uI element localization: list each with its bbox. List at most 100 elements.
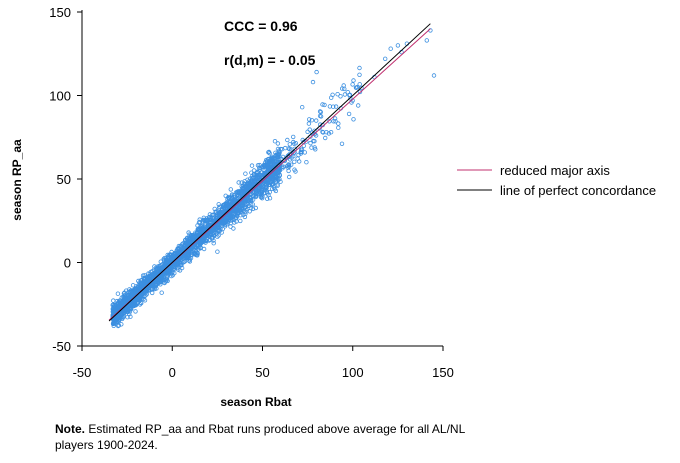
data-point (289, 147, 294, 152)
data-point (357, 65, 362, 71)
data-point (142, 298, 148, 303)
data-point (172, 252, 177, 257)
data-point (211, 225, 216, 231)
data-point (333, 119, 338, 124)
data-point (175, 261, 180, 267)
x-tick-label: 50 (255, 365, 269, 380)
data-point (336, 121, 341, 126)
note-label: Note. (55, 422, 85, 436)
data-point (159, 290, 164, 295)
data-point (272, 159, 278, 164)
data-point (258, 190, 263, 195)
y-tick-label: 50 (57, 172, 71, 187)
data-point (255, 170, 260, 175)
data-point (163, 259, 168, 264)
data-point (214, 231, 219, 236)
data-point (249, 170, 254, 175)
data-point (201, 246, 207, 252)
data-point (255, 163, 261, 168)
data-point (395, 43, 401, 48)
ccc-annotation: CCC = 0.96 (224, 18, 298, 34)
data-point (178, 262, 183, 268)
data-point (128, 314, 133, 319)
data-point (139, 292, 144, 297)
data-point (308, 140, 313, 146)
data-point (272, 138, 278, 144)
data-point (188, 243, 193, 248)
data-point (239, 190, 245, 195)
data-point (215, 249, 220, 254)
data-point (320, 129, 325, 135)
data-point (177, 256, 183, 262)
data-point (122, 292, 128, 298)
data-point (136, 278, 141, 284)
data-point (323, 135, 328, 141)
data-point (170, 273, 175, 278)
data-point (198, 223, 203, 229)
data-point (275, 158, 280, 164)
data-point (242, 214, 248, 220)
data-point (235, 189, 240, 194)
data-point (266, 149, 272, 155)
data-point (212, 206, 217, 212)
data-point (126, 307, 131, 312)
data-point (125, 315, 130, 320)
data-point (187, 232, 192, 237)
y-axis-title: season RP_aa (10, 139, 24, 221)
data-point (228, 187, 233, 192)
data-point (175, 265, 180, 271)
data-point (138, 285, 143, 291)
data-point (242, 179, 247, 184)
data-point (216, 202, 221, 207)
data-point (229, 217, 235, 222)
data-point (383, 56, 388, 61)
data-point (128, 290, 133, 295)
data-point (160, 278, 165, 283)
data-point (122, 295, 127, 300)
data-point (270, 158, 276, 164)
data-point (278, 159, 283, 165)
data-point (162, 280, 167, 286)
data-point (198, 245, 203, 251)
data-point (288, 157, 293, 162)
data-point (326, 131, 332, 136)
data-point (162, 277, 167, 283)
data-point (207, 214, 212, 220)
data-point (188, 252, 194, 257)
data-point (333, 104, 339, 109)
data-point (249, 163, 255, 168)
data-point (309, 145, 314, 150)
data-point (320, 130, 326, 135)
data-point (122, 290, 127, 295)
data-point (286, 146, 291, 151)
data-point (180, 254, 185, 259)
data-point (167, 270, 172, 275)
data-point (342, 92, 348, 97)
data-point (251, 175, 257, 180)
data-point (318, 109, 323, 115)
data-point (259, 192, 264, 198)
data-point (243, 196, 249, 201)
data-point (232, 220, 237, 225)
data-point (207, 222, 213, 227)
data-point (138, 300, 144, 305)
data-point (299, 149, 304, 155)
data-point (207, 237, 213, 242)
data-point (170, 263, 175, 268)
data-point (264, 170, 269, 175)
data-point (160, 273, 165, 279)
data-point (248, 202, 254, 207)
data-point (133, 309, 138, 314)
data-point (143, 293, 148, 298)
data-point (348, 96, 353, 101)
data-point (305, 129, 310, 134)
data-point (259, 182, 264, 188)
data-point (357, 89, 363, 95)
data-point (350, 82, 355, 87)
data-point (115, 323, 121, 329)
data-point (234, 213, 240, 218)
data-point (312, 131, 317, 137)
data-point (116, 305, 121, 311)
data-point (341, 83, 346, 88)
x-tick-label: 100 (342, 365, 364, 380)
